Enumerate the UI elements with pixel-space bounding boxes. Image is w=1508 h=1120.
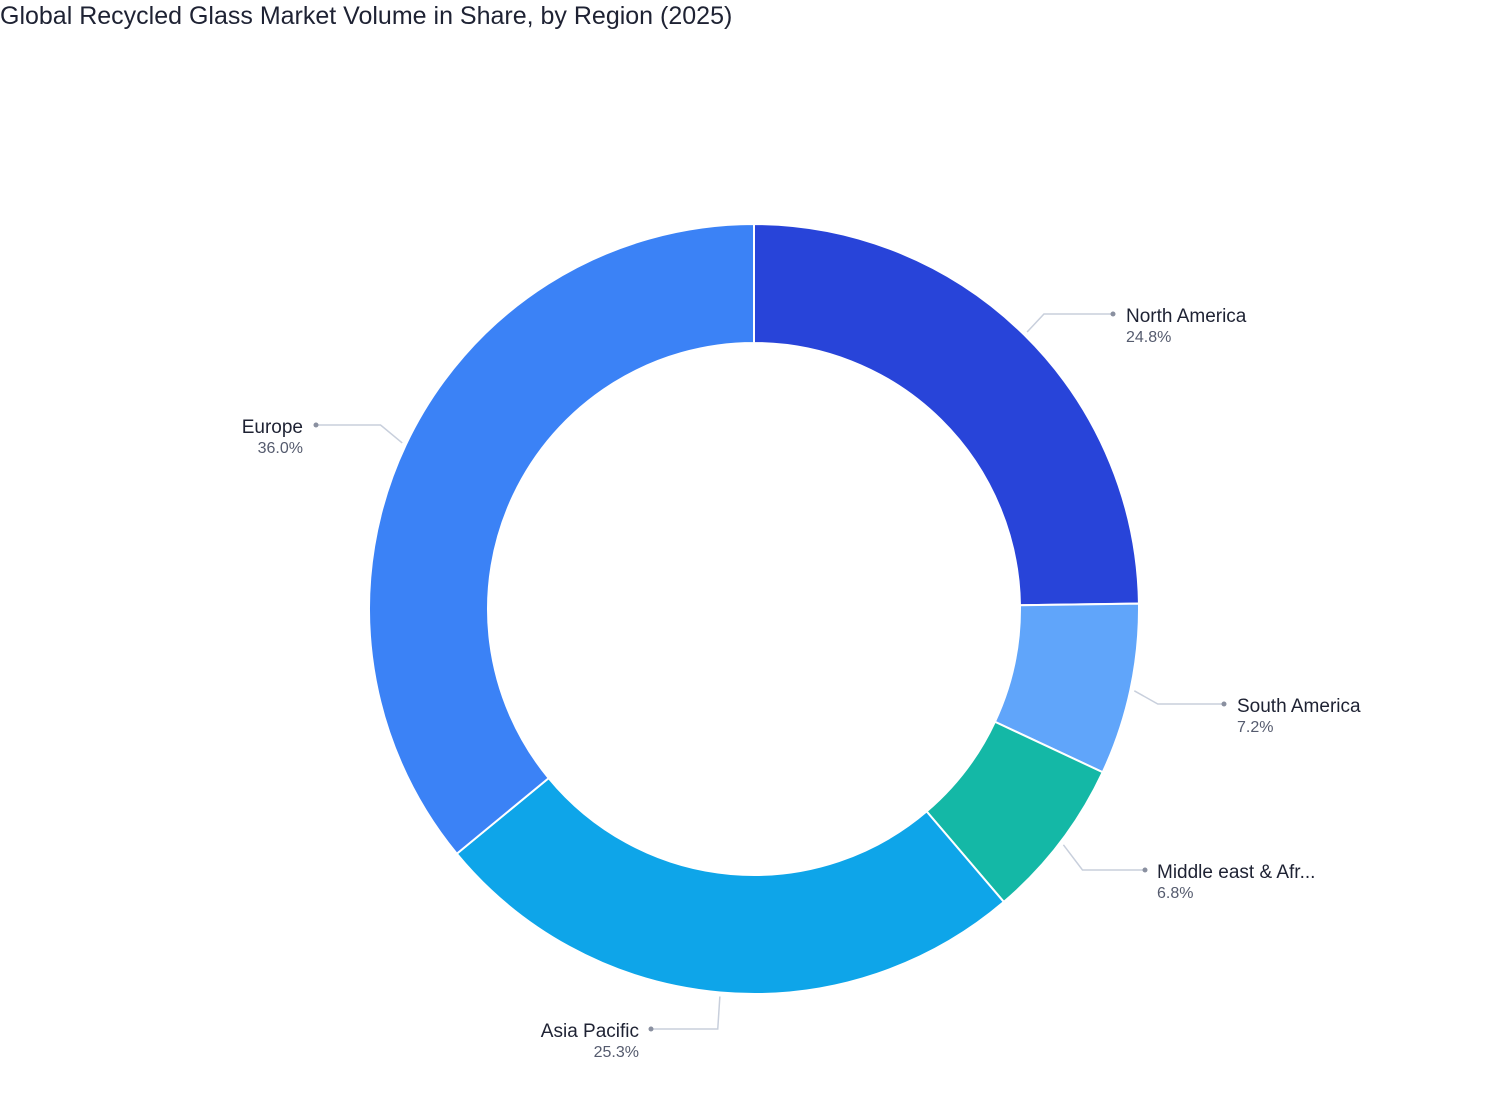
leader-line (1026, 313, 1113, 333)
leader-dot (1142, 867, 1148, 873)
slice-label-value: 7.2% (1237, 719, 1273, 736)
slice-label-value: 6.8% (1157, 885, 1193, 902)
leader-line (1133, 690, 1224, 705)
slice-label-name: Middle east & Afr... (1157, 862, 1315, 883)
slice-label-value: 25.3% (594, 1044, 639, 1061)
leader-line (316, 424, 403, 444)
slice-label-name: Asia Pacific (541, 1021, 639, 1042)
slice-label-value: 36.0% (258, 440, 303, 457)
leader-dot (648, 1026, 654, 1032)
donut-slices (368, 222, 1140, 995)
leader-line (1062, 844, 1145, 871)
leader-lines (313, 311, 1227, 1032)
slice-europe[interactable] (368, 222, 755, 856)
slice-labels: North America 24.8% South America 7.2% Middl… (242, 306, 1361, 1061)
leader-line (651, 996, 721, 1030)
leader-dot (1110, 311, 1116, 317)
slice-label-value: 24.8% (1126, 329, 1171, 346)
slice-north-america[interactable] (753, 222, 1140, 607)
chart-title: Global Recycled Glass Market Volume in S… (0, 2, 733, 30)
slice-label-name: North America (1126, 306, 1247, 327)
leader-dot (1221, 701, 1227, 707)
slice-label-name: South America (1237, 696, 1361, 717)
slice-label-name: Europe (242, 417, 303, 438)
slice-asia-pacific[interactable] (455, 776, 1006, 995)
leader-dot (313, 422, 319, 428)
